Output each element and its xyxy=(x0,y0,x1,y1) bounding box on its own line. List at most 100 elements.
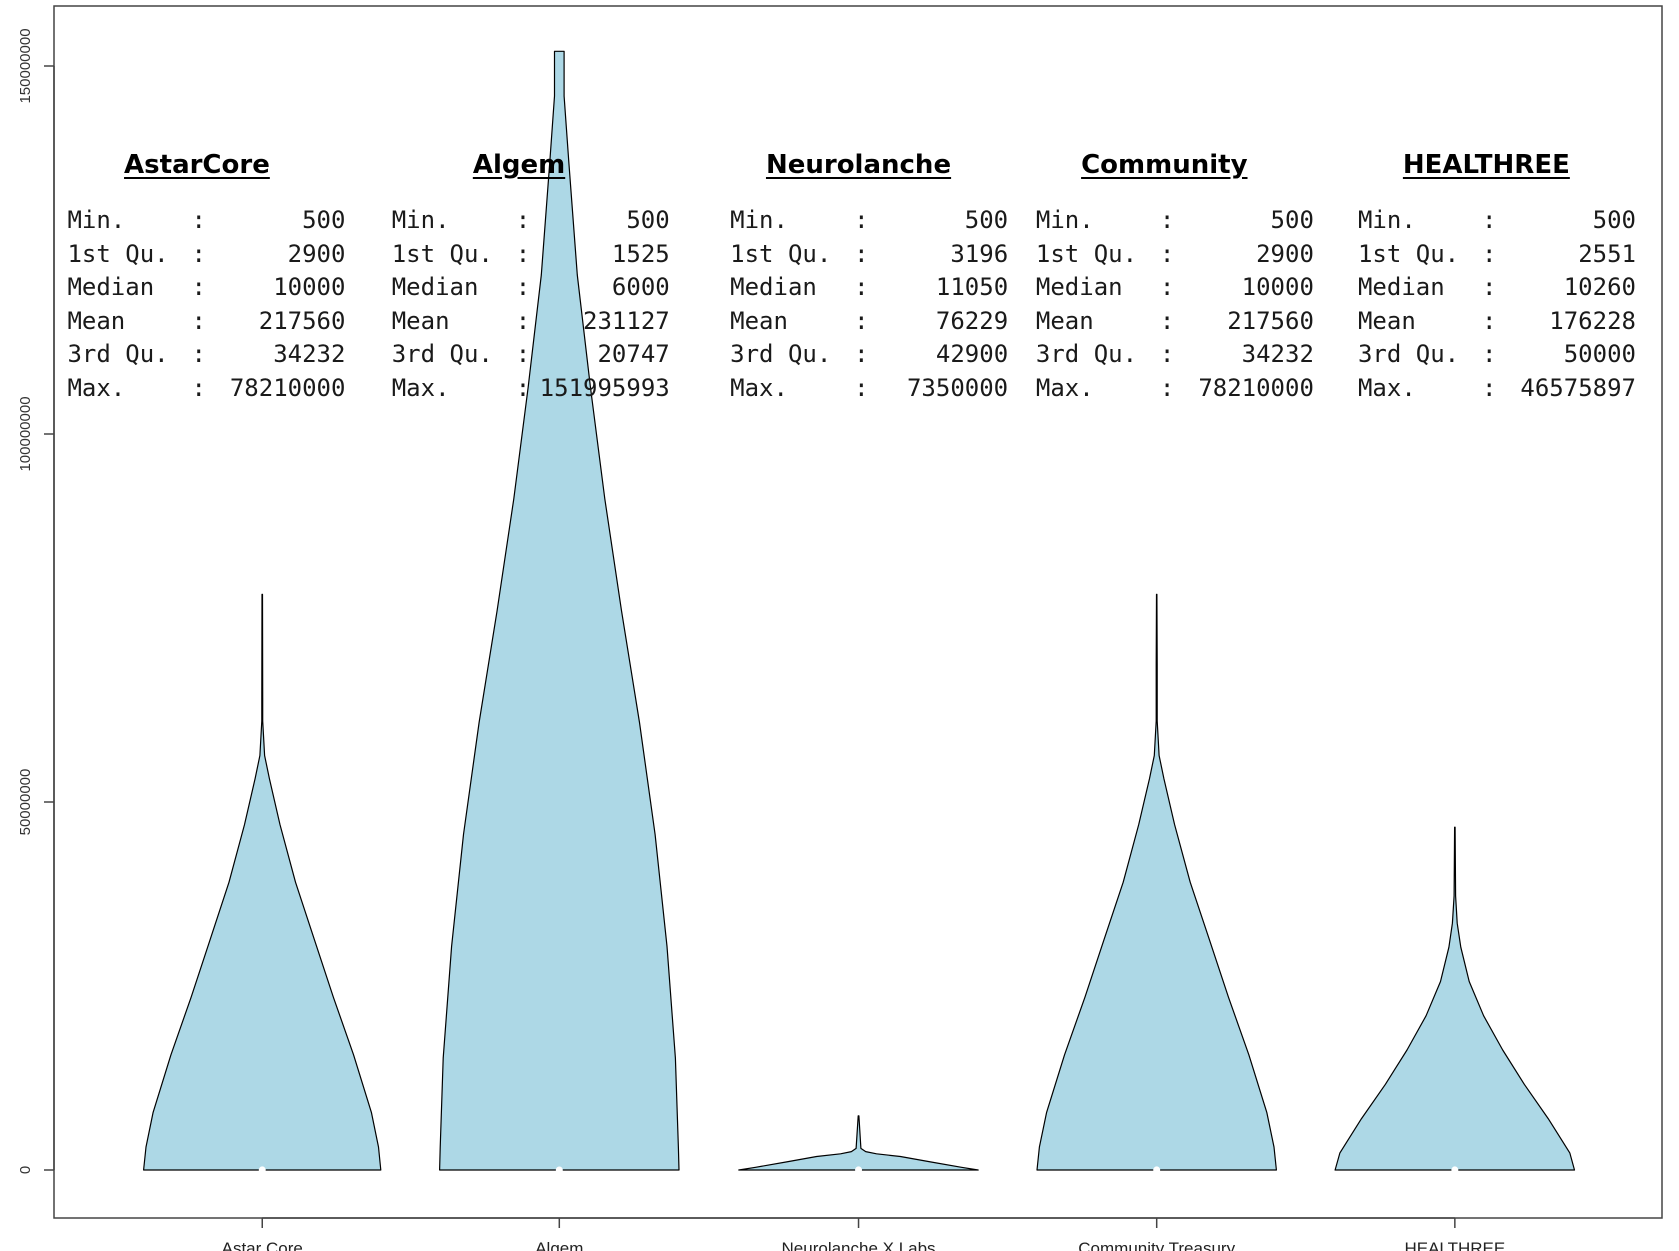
summary-value: 50000 xyxy=(1563,340,1636,368)
summary-label: Max. xyxy=(391,373,450,402)
summary-value: 1525 xyxy=(611,239,670,268)
summary-colon: : xyxy=(854,273,869,301)
summary-value: 500 xyxy=(626,206,670,234)
violin-community-treasury xyxy=(1036,593,1277,1171)
summary-colon: : xyxy=(515,306,531,335)
summary-value: 7350000 xyxy=(906,373,1009,402)
summary-label: 3rd Qu. xyxy=(67,340,169,368)
summary-value: 2900 xyxy=(287,239,346,268)
summary-label: Mean xyxy=(1035,306,1094,335)
summary-value: 500 xyxy=(1270,206,1314,234)
summary-title: Algem xyxy=(472,150,566,180)
summary-colon: : xyxy=(1481,273,1497,301)
summary-row: Mean: 217560 xyxy=(1036,305,1314,339)
summary-row: 1st Qu.: 2900 xyxy=(1036,238,1314,272)
summary-label: Max. xyxy=(1035,373,1094,402)
summary-value: 78210000 xyxy=(1198,373,1314,402)
summary-row: Mean: 176228 xyxy=(1358,305,1636,339)
median-marker xyxy=(1153,1166,1161,1174)
summary-value: 46575897 xyxy=(1520,373,1636,402)
summary-row: 1st Qu.: 2551 xyxy=(1358,238,1636,272)
summary-label: Mean xyxy=(67,306,126,335)
summary-value: 500 xyxy=(302,206,346,234)
violin-neurolanche-x-labs xyxy=(738,1115,979,1171)
summary-row: Max.:151995993 xyxy=(392,372,670,406)
summary-label: 1st Qu. xyxy=(730,239,832,268)
summary-colon: : xyxy=(515,206,531,234)
summary-label: Mean xyxy=(1357,306,1416,335)
summary-colon: : xyxy=(1159,206,1175,234)
summary-label: 3rd Qu. xyxy=(391,340,493,368)
summary-value: 76229 xyxy=(935,306,1009,335)
summary-colon: : xyxy=(854,239,869,268)
summary-label: 3rd Qu. xyxy=(1357,340,1460,368)
summary-colon: : xyxy=(515,239,531,268)
x-tick-label: Algem xyxy=(535,1239,583,1251)
summary-value: 42900 xyxy=(935,340,1009,368)
violin-astar-core xyxy=(143,593,382,1171)
summary-colon: : xyxy=(1159,239,1175,268)
summary-row: Min.: 500 xyxy=(1036,204,1314,238)
summary-value: 151995993 xyxy=(539,373,670,402)
y-axis: 0 50000000 100000000 150000000 xyxy=(17,28,55,1174)
summary-colon: : xyxy=(1481,340,1497,368)
summary-row: Median: 10000 xyxy=(67,271,345,305)
summary-title: HEALTHREE xyxy=(1402,150,1570,180)
summary-colon: : xyxy=(854,306,869,335)
summary-row: Max.:78210000 xyxy=(67,372,345,406)
summary-row: Median: 10260 xyxy=(1358,271,1636,305)
summary-colon: : xyxy=(1481,373,1497,402)
x-tick-label: HEALTHREE xyxy=(1404,1239,1505,1251)
summary-label: Mean xyxy=(730,306,788,335)
summary-colon: : xyxy=(191,273,206,301)
summary-label: 1st Qu. xyxy=(391,239,493,268)
summary-row: Max.:46575897 xyxy=(1358,372,1636,406)
x-tick-label: Astar Core xyxy=(222,1239,303,1251)
y-tick-label: 100000000 xyxy=(17,396,34,471)
summary-value: 231127 xyxy=(583,306,670,335)
x-tick-label: Neurolanche X Labs xyxy=(782,1239,936,1251)
summary-row: 1st Qu.: 1525 xyxy=(392,238,670,272)
x-tick-label: Community Treasury xyxy=(1078,1239,1235,1251)
summary-value: 6000 xyxy=(611,273,670,301)
y-tick-label: 150000000 xyxy=(17,28,34,103)
summary-label: 3rd Qu. xyxy=(1035,340,1138,368)
summary-row: 1st Qu.: 2900 xyxy=(67,238,345,272)
summary-row: 3rd Qu.: 34232 xyxy=(67,338,345,372)
summary-value: 500 xyxy=(964,206,1009,234)
summary-colon: : xyxy=(1481,239,1497,268)
y-tick-label: 50000000 xyxy=(17,769,34,836)
summary-label: Median xyxy=(391,273,479,301)
summary-row: 3rd Qu.: 50000 xyxy=(1358,338,1636,372)
summary-value: 10000 xyxy=(1241,273,1314,301)
summary-colon: : xyxy=(1159,340,1175,368)
summary-value: 34232 xyxy=(1241,340,1314,368)
median-marker xyxy=(1451,1166,1459,1174)
summary-value: 78210000 xyxy=(229,373,346,402)
summary-row: Median: 11050 xyxy=(730,271,1008,305)
summary-colon: : xyxy=(191,239,206,268)
summary-row: Max.:78210000 xyxy=(1036,372,1314,406)
summary-colon: : xyxy=(1159,373,1175,402)
summary-colon: : xyxy=(1481,206,1497,234)
summary-row: Mean: 76229 xyxy=(730,305,1008,339)
summary-row: Median: 10000 xyxy=(1036,271,1314,305)
x-axis: Astar Core Algem Neurolanche X Labs Communi… xyxy=(222,1217,1505,1251)
summary-value: 2551 xyxy=(1578,239,1636,268)
summary-row: Mean: 231127 xyxy=(392,305,670,339)
summary-colon: : xyxy=(515,373,531,402)
summary-row: Mean: 217560 xyxy=(67,305,345,339)
summary-label: Median xyxy=(67,273,155,301)
violin-healthree xyxy=(1334,826,1576,1171)
summary-value: 2900 xyxy=(1256,239,1314,268)
summary-row: Max.: 7350000 xyxy=(730,372,1008,406)
summary-value: 10260 xyxy=(1563,273,1636,301)
summary-label: Median xyxy=(730,273,817,301)
summary-value: 20747 xyxy=(597,340,670,368)
summary-value: 500 xyxy=(1592,206,1636,234)
median-marker xyxy=(258,1166,266,1174)
summary-value: 176228 xyxy=(1549,306,1636,335)
summary-label: Max. xyxy=(1357,373,1416,402)
summary-row: Min.: 500 xyxy=(392,204,670,238)
